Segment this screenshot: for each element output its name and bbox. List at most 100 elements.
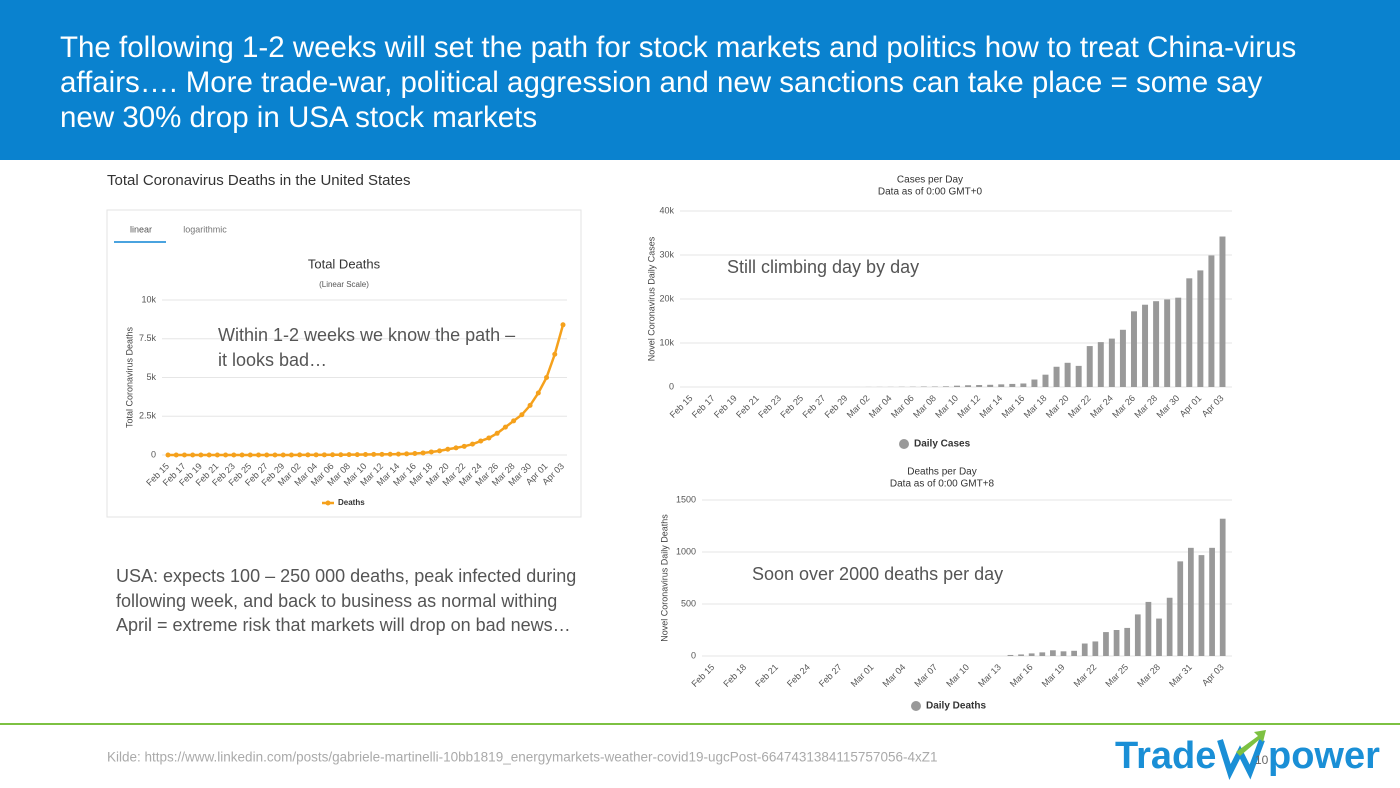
header: The following 1-2 weeks will set the pat…: [0, 0, 1400, 160]
legend-label: Deaths: [338, 498, 365, 507]
bar: [1145, 601, 1152, 656]
point: [453, 445, 459, 451]
x-tick-label: Mar 04: [881, 662, 908, 689]
x-tick-label: Feb 21: [753, 662, 780, 689]
x-tick-label: Mar 24: [1088, 393, 1115, 420]
point: [511, 418, 517, 424]
point: [313, 452, 319, 458]
bar: [1198, 555, 1205, 656]
x-tick-label: Mar 28: [1132, 393, 1159, 420]
legend-swatch: [325, 500, 331, 506]
point: [239, 452, 245, 458]
bar: [1156, 618, 1162, 656]
tab[interactable]: logarithmic: [183, 224, 227, 234]
bar: [1153, 301, 1160, 387]
x-tick-label: Feb 17: [690, 393, 717, 420]
point: [371, 451, 377, 457]
bar: [1124, 627, 1131, 656]
y-tick-label: 500: [681, 598, 696, 608]
bar: [1075, 365, 1082, 387]
point: [552, 351, 558, 357]
x-tick-label: Mar 31: [1167, 662, 1194, 689]
point: [346, 452, 352, 458]
chart-title: Deaths per Day: [907, 467, 976, 478]
annotation-box: Soon over 2000 deaths per day: [752, 564, 1003, 584]
bar: [1197, 270, 1204, 387]
x-tick-label: Apr 03: [1200, 662, 1226, 688]
tab[interactable]: linear: [130, 224, 152, 234]
point: [437, 448, 443, 454]
x-tick-label: Feb 23: [756, 393, 783, 420]
slide-title: The following 1-2 weeks will set the pat…: [60, 31, 1297, 134]
x-tick-label: Feb 27: [817, 662, 844, 689]
point: [354, 452, 360, 458]
legend-swatch: [899, 439, 909, 449]
y-tick-label: 0: [691, 650, 696, 660]
x-tick-label: Mar 10: [933, 393, 960, 420]
y-tick-label: 7.5k: [139, 333, 157, 343]
point: [519, 412, 525, 418]
x-tick-label: Mar 19: [1040, 662, 1067, 689]
bar: [976, 385, 983, 387]
point: [478, 438, 484, 444]
point: [535, 390, 541, 396]
point: [206, 452, 212, 458]
point: [305, 452, 311, 458]
x-tick-label: Mar 22: [1066, 393, 1093, 420]
bar: [1209, 547, 1215, 656]
y-tick-label: 20k: [659, 293, 674, 303]
point: [256, 452, 262, 458]
x-tick-label: Mar 01: [849, 662, 876, 689]
x-tick-label: Mar 26: [1110, 393, 1137, 420]
point: [387, 451, 393, 457]
bar: [1020, 383, 1027, 387]
point: [469, 441, 475, 447]
point: [231, 452, 237, 458]
legend-label: Daily Cases: [914, 439, 971, 450]
bar: [1103, 632, 1109, 656]
point: [198, 452, 204, 458]
y-tick-label: 5k: [146, 372, 156, 382]
bar: [1009, 383, 1016, 387]
x-tick-label: Mar 06: [889, 393, 916, 420]
y-tick-label: 30k: [659, 249, 674, 259]
y-tick-label: 40k: [659, 205, 674, 215]
y-tick-label: 10k: [659, 337, 674, 347]
bar: [1060, 651, 1067, 656]
point: [404, 451, 410, 457]
x-tick-label: Mar 02: [845, 393, 872, 420]
point: [560, 322, 566, 328]
bar: [1092, 641, 1099, 656]
point: [190, 452, 196, 458]
chart-frame: [106, 209, 582, 518]
logo-text: power: [1268, 735, 1380, 777]
bar: [1166, 597, 1173, 656]
logo-text: Trade: [1115, 735, 1216, 777]
x-tick-label: Mar 14: [977, 393, 1004, 420]
left-heading: Total Coronavirus Deaths in the United S…: [107, 172, 411, 189]
point: [214, 452, 220, 458]
x-tick-label: Mar 25: [1103, 662, 1130, 689]
legend-label: Daily Deaths: [926, 701, 986, 712]
bar: [1164, 299, 1171, 387]
point: [330, 452, 336, 458]
point: [502, 424, 508, 430]
point: [428, 449, 434, 455]
source: Kilde: https://www.linkedin.com/posts/ga…: [107, 750, 937, 765]
bar: [1053, 366, 1060, 387]
point: [165, 452, 171, 458]
bar: [1018, 654, 1024, 656]
chart-title: Cases per Day: [897, 175, 963, 186]
x-tick-label: Mar 13: [976, 662, 1003, 689]
y-tick-label: 10k: [141, 294, 156, 304]
y-tick-label: 1000: [676, 546, 696, 556]
x-tick-label: Mar 28: [1135, 662, 1162, 689]
bar: [1177, 561, 1184, 656]
bar: [1134, 614, 1141, 656]
x-tick-label: Mar 20: [1044, 393, 1071, 420]
bar: [1081, 643, 1088, 656]
bar: [1071, 650, 1077, 656]
point: [264, 452, 270, 458]
bar: [1028, 653, 1035, 656]
